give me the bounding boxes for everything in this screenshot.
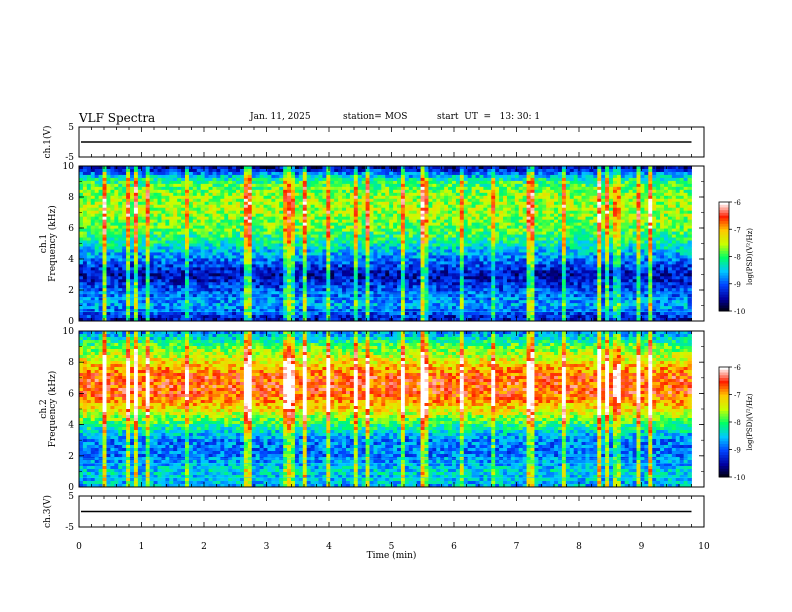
ch2-spectrogram-ytick-label: 2 xyxy=(68,452,74,462)
time-tick-label: 10 xyxy=(698,542,710,552)
ch1-spectrogram-ytick-label: 6 xyxy=(68,224,74,234)
ch3-waveform-ytick-label: 5 xyxy=(68,492,74,502)
ch2-spectrogram-colorbar-tick: -8 xyxy=(734,419,741,427)
time-tick-label: 5 xyxy=(389,542,395,552)
ch2-spectrogram-ylabel: Frequency (kHz) xyxy=(47,371,58,448)
ch2-spectrogram-colorbar-tick: -9 xyxy=(734,447,741,455)
ch2-spectrogram-ytick-label: 10 xyxy=(63,327,75,337)
ch1-spectrogram-colorbar-tick: -10 xyxy=(734,308,745,316)
station-label: station= MOS xyxy=(343,112,408,122)
date-label: Jan. 11, 2025 xyxy=(250,112,311,122)
time-tick-label: 3 xyxy=(264,542,270,552)
ch2-colorbar: -6 -7 -8 -9 -10 log(PSD)(V²/Hz) xyxy=(718,364,754,482)
ch1-waveform-ylabel: ch.1(V) xyxy=(42,126,53,159)
time-tick-label: 7 xyxy=(514,542,520,552)
ch1-waveform-ytick-label: 5 xyxy=(68,123,74,133)
ch1-spectrogram-ytick-label: 8 xyxy=(68,193,74,203)
time-tick-label: 8 xyxy=(576,542,582,552)
ch1-waveform-ytick-label: -5 xyxy=(65,153,74,163)
time-tick-label: 4 xyxy=(326,542,332,552)
ch2-spectrogram-axes: 0 2 4 6 8 10 ch.2 Frequency (kHz) xyxy=(39,327,705,493)
ch2-spectrogram-ytick-label: 6 xyxy=(68,389,74,399)
ch1-spectrogram-ytick-label: 4 xyxy=(68,255,74,265)
ch1-spectrogram-ylabel: ch.1 xyxy=(39,234,49,253)
ch3-waveform-ylabel: ch.3(V) xyxy=(42,495,53,528)
time-tick-label: 9 xyxy=(639,542,645,552)
ch1-spectrogram-axes: 0 2 4 6 8 10 ch.1 Frequency (kHz) xyxy=(39,162,705,327)
ch3-waveform-ytick-label: -5 xyxy=(65,523,74,533)
ch1-colorbar: -6 -7 -8 -9 -10 log(PSD)(V²/Hz) xyxy=(718,199,754,316)
ch1-spectrogram-ytick-label: 2 xyxy=(68,286,74,296)
ch1-spectrogram-ylabel: Frequency (kHz) xyxy=(47,205,58,282)
time-tick-label: 0 xyxy=(76,542,82,552)
ch1-spectrogram-colorbar-tick: -6 xyxy=(734,199,741,207)
start-time-label: start UT = 13: 30: 1 xyxy=(437,112,541,122)
time-tick-label: 1 xyxy=(139,542,145,552)
ch2-spectrogram-ytick-label: 0 xyxy=(68,483,74,493)
ch2-spectrogram-image xyxy=(79,331,692,488)
ch2-spectrogram-colorbar-tick: -6 xyxy=(734,364,741,372)
time-axis: 0 1 2 3 4 5 6 7 8 9 10 Time (min) xyxy=(76,542,710,561)
time-tick-label: 2 xyxy=(201,542,207,552)
ch1-spectrogram-colorbar-tick: -8 xyxy=(734,254,741,262)
ch3-waveform-axes: 5 -5 ch.3(V) xyxy=(42,492,705,533)
ch1-waveform-axes: 5 -5 ch.1(V) xyxy=(42,123,705,163)
ch2-spectrogram-ylabel: ch.2 xyxy=(39,399,49,418)
ch2-spectrogram-colorbar-tick: -10 xyxy=(734,474,745,482)
ch1-spectrogram-colorbar-label: log(PSD)(V²/Hz) xyxy=(746,228,754,285)
ch1-spectrogram-ytick-label: 0 xyxy=(68,317,74,327)
ch1-spectrogram-colorbar-tick: -9 xyxy=(734,281,741,289)
ch2-spectrogram-ytick-label: 4 xyxy=(68,421,74,431)
time-axis-label: Time (min) xyxy=(367,550,417,561)
ch1-spectrogram-colorbar-tick: -7 xyxy=(734,226,741,234)
ch2-spectrogram-ytick-label: 8 xyxy=(68,358,74,368)
chart-title: VLF Spectra xyxy=(79,111,156,125)
ch2-spectrogram-colorbar-tick: -7 xyxy=(734,392,741,400)
ch1-spectrogram-image xyxy=(79,166,692,322)
ch1-spectrogram-ytick-label: 10 xyxy=(63,162,75,172)
ch2-spectrogram-colorbar-label: log(PSD)(V²/Hz) xyxy=(746,393,754,450)
time-tick-label: 6 xyxy=(451,542,457,552)
